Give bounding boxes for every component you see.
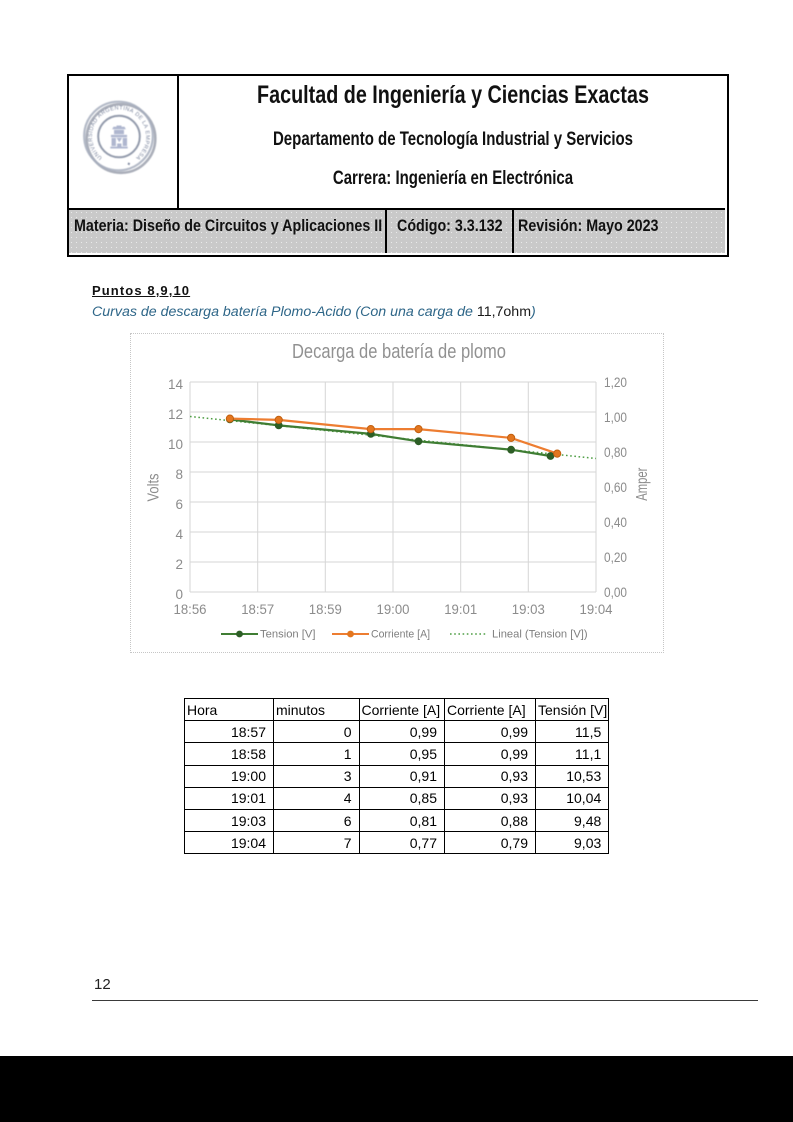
svg-text:12: 12 xyxy=(168,407,183,422)
svg-text:Tension [V]: Tension [V] xyxy=(260,629,316,641)
svg-text:18:56: 18:56 xyxy=(174,602,207,617)
svg-text:Lineal (Tension [V]): Lineal (Tension [V]) xyxy=(492,629,588,641)
svg-text:14: 14 xyxy=(168,377,184,392)
svg-text:0,00: 0,00 xyxy=(604,585,627,600)
svg-text:Volts: Volts xyxy=(146,474,163,502)
svg-text:19:01: 19:01 xyxy=(444,602,477,617)
svg-text:0,20: 0,20 xyxy=(604,550,627,565)
svg-text:0,60: 0,60 xyxy=(604,480,627,495)
svg-text:18:57: 18:57 xyxy=(241,602,274,617)
svg-text:18:59: 18:59 xyxy=(309,602,342,617)
svg-text:0,40: 0,40 xyxy=(604,515,627,530)
svg-text:19:04: 19:04 xyxy=(580,602,613,617)
svg-text:2: 2 xyxy=(175,557,183,572)
svg-text:0: 0 xyxy=(175,587,183,602)
svg-text:8: 8 xyxy=(175,467,183,482)
svg-text:1,00: 1,00 xyxy=(604,410,627,425)
svg-text:Corriente [A]: Corriente [A] xyxy=(371,629,430,641)
svg-text:19:03: 19:03 xyxy=(512,602,545,617)
svg-text:10: 10 xyxy=(168,437,183,452)
svg-text:19:00: 19:00 xyxy=(377,602,410,617)
svg-text:6: 6 xyxy=(175,497,183,512)
svg-text:0,80: 0,80 xyxy=(604,445,627,460)
svg-text:1,20: 1,20 xyxy=(604,375,627,390)
svg-text:Amper: Amper xyxy=(634,467,651,500)
svg-text:Decarga de batería de plomo: Decarga de batería de plomo xyxy=(292,341,506,363)
svg-text:4: 4 xyxy=(175,527,183,542)
